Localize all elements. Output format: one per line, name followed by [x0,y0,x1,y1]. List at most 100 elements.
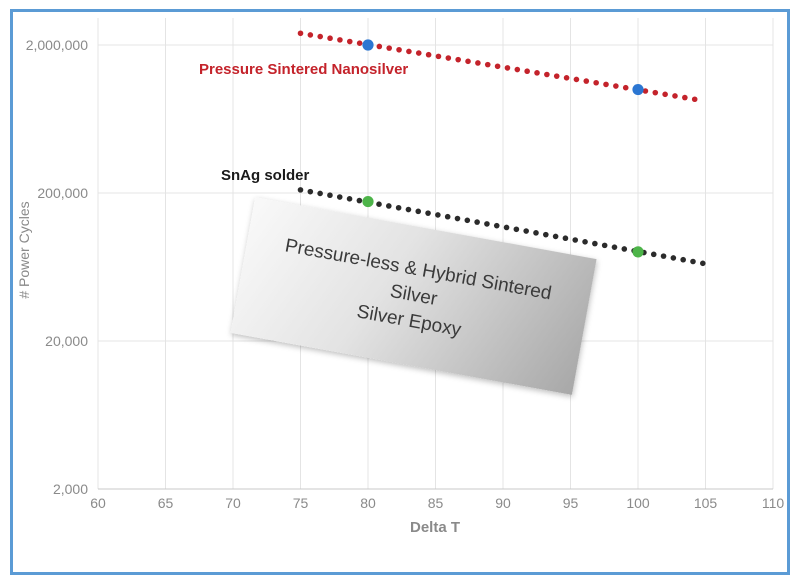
x-tick-label: 75 [293,495,309,511]
trend-dot [494,63,501,70]
trend-dot [465,58,471,65]
trend-dot [553,73,560,79]
trend-dot [562,235,569,242]
data-point-marker [362,195,374,208]
data-point-marker [362,39,374,51]
trend-dot [513,226,520,233]
y-tick-label: 2,000,000 [26,37,88,53]
trend-dot [336,194,343,200]
series-label-pressure-sintered-nanosilver: Pressure Sintered Nanosilver [199,61,409,78]
x-tick-label: 85 [428,495,444,511]
trend-dot [582,239,588,245]
trend-dot [552,233,559,240]
x-tick-label: 70 [225,495,241,511]
trend-dot [317,190,323,197]
y-axis-title: # Power Cycles [16,201,32,299]
trend-dot [307,32,314,38]
trend-dot [415,50,422,56]
trend-dot [406,48,412,55]
trend-dot [524,68,530,75]
data-point-marker [632,83,644,96]
trend-dot [425,210,431,216]
trend-dot [514,66,521,73]
trend-dot [356,197,363,204]
trend-dot [307,188,314,195]
trend-dot [650,251,657,258]
x-axis-title: Delta T [409,519,460,536]
trend-dot [572,237,579,243]
x-tick-label: 110 [762,495,785,511]
trend-dot [613,83,619,89]
trend-dot [642,88,649,94]
x-tick-label: 100 [626,495,650,511]
trend-dot [474,219,480,225]
trend-dot [593,79,599,86]
trend-dot [395,204,402,211]
trend-dot [690,258,696,265]
trend-dot [603,81,609,88]
x-tick-label: 90 [495,495,511,511]
series-label-snag-solder: SnAg solder [221,167,310,184]
trend-dot [672,93,678,99]
trend-dot [680,256,686,263]
trend-dot [356,40,363,46]
trend-dot [621,246,628,252]
trend-dot [504,65,511,71]
trend-dot [405,206,412,213]
data-point-marker [632,246,644,258]
trend-dot [425,51,432,58]
x-tick-label: 105 [694,495,718,511]
trend-dot [386,45,392,51]
trend-dot [435,53,442,60]
x-tick-label: 65 [158,495,174,511]
trend-dot [503,224,510,231]
trend-dot [544,71,550,78]
trend-dot [670,255,677,261]
x-tick-label: 80 [360,495,376,511]
trend-dot [534,70,540,76]
x-tick-label: 60 [90,495,106,511]
trend-dot [662,91,668,98]
trend-dot [346,38,353,45]
trend-dot [415,208,422,215]
trend-dot [543,231,549,238]
trend-dot [682,94,688,101]
trend-dot [493,222,500,229]
trend-dot [475,60,481,66]
trend-dot [376,43,383,50]
trend-dot [700,260,706,267]
trend-dot [396,46,402,53]
y-tick-label: 200,000 [37,185,88,201]
trend-dot [317,33,324,40]
trend-dot [464,217,471,224]
y-tick-label: 2,000 [53,481,88,497]
y-tick-label: 20,000 [45,333,88,349]
trend-dot [622,84,629,91]
trend-dot [444,213,451,220]
trend-dot [435,212,441,218]
trend-dot [484,61,491,68]
trend-dot [455,56,461,63]
trend-dot [297,30,304,37]
trend-dot [533,230,539,236]
trend-dot [337,37,343,43]
trend-dot [346,196,353,202]
trend-dot [652,89,659,96]
trend-dot [660,253,667,259]
trend-dot [484,221,490,227]
trend-dot [523,228,529,234]
trend-dot [327,192,333,199]
trend-dot [376,201,382,207]
trend-dot [601,242,608,249]
trend-dot [611,244,618,250]
trend-dot [691,96,698,103]
trend-dot [592,240,598,247]
x-tick-label: 95 [563,495,579,511]
trend-dot [583,78,590,84]
trend-dot [454,215,461,222]
trend-dot [445,55,452,61]
trend-dot [297,187,304,193]
